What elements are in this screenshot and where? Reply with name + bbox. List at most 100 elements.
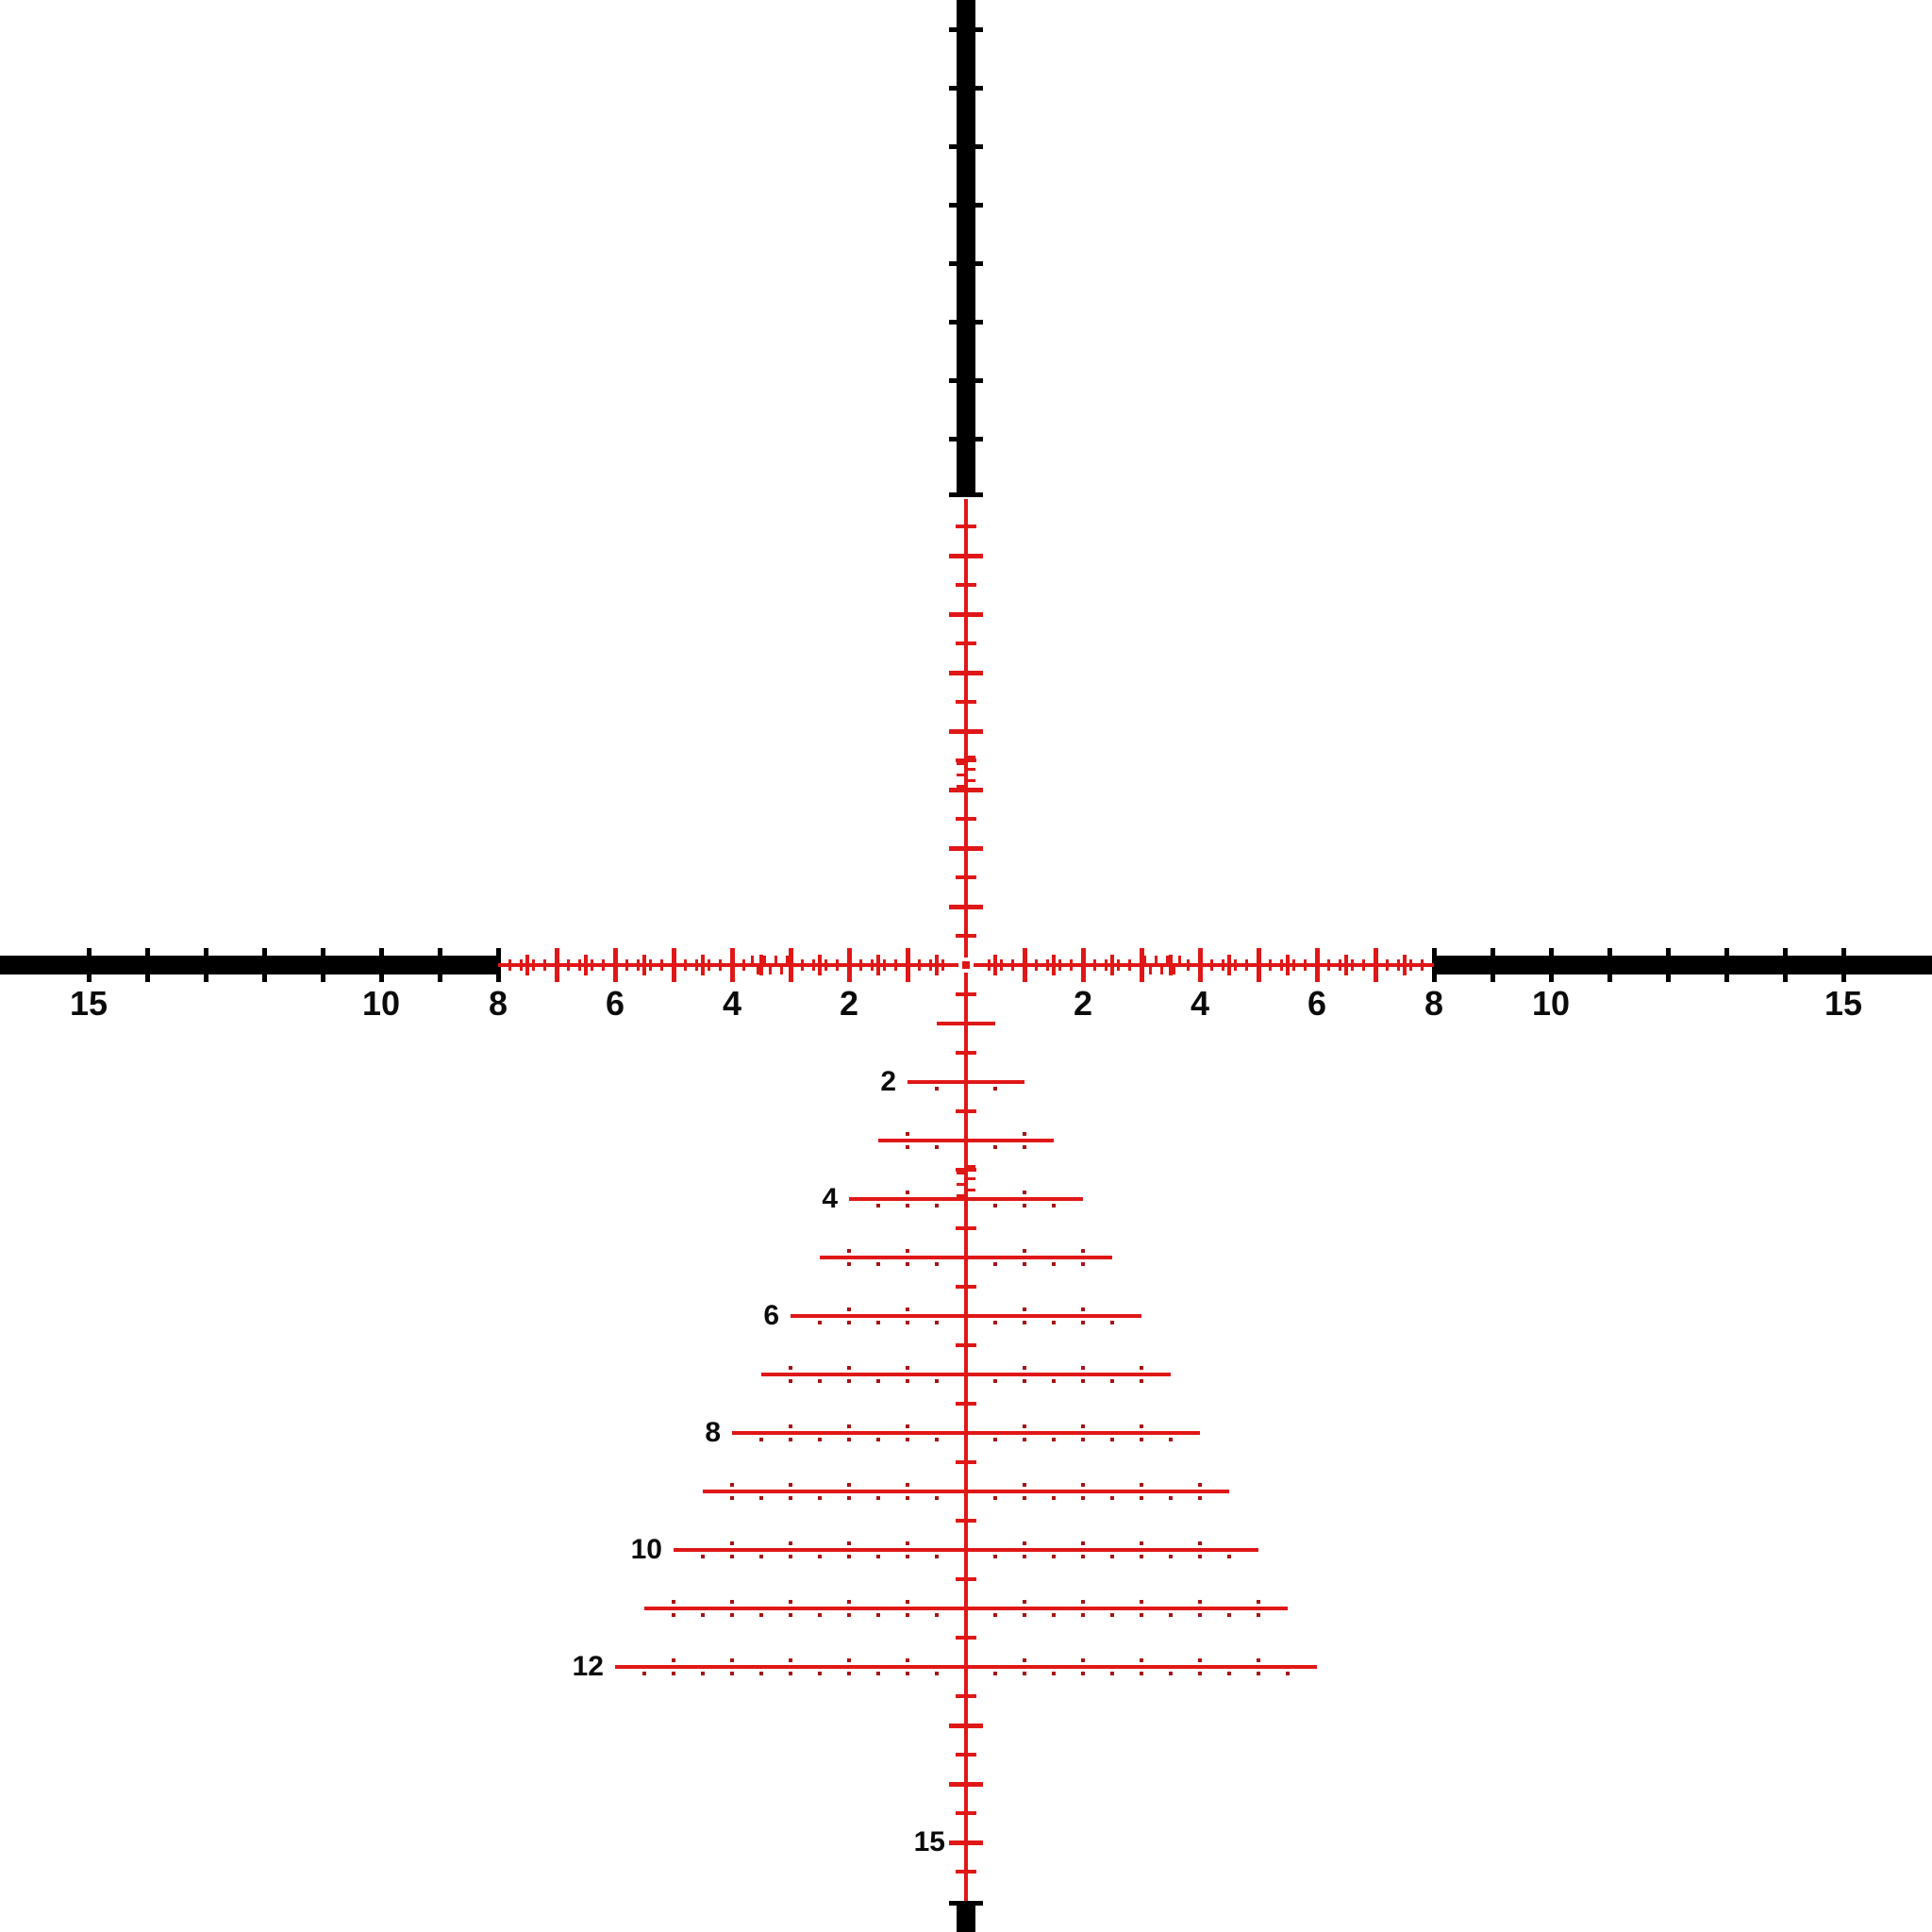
tree-dot-pair-12: [847, 1672, 851, 1675]
post-top-tick-13: [949, 202, 983, 208]
tree-dot-12: [876, 1672, 880, 1675]
h-tick-small-left-5.2: [660, 959, 664, 971]
post-left-tick-9: [437, 948, 442, 982]
h-tick-small-right-1.8: [1070, 959, 1074, 971]
tree-dot-pair-10: [1140, 1541, 1143, 1545]
tree-dot-11: [1110, 1613, 1114, 1617]
h-tick-small-right-4.6: [1233, 959, 1237, 971]
tree-dot-pair-10: [1023, 1541, 1026, 1545]
post-left-tick-10: [378, 948, 384, 982]
tree-dot-7: [1110, 1379, 1114, 1383]
h-tick-fine-left-3.45: [762, 956, 766, 965]
h-tick-tall-right-6: [1314, 948, 1320, 982]
post-right: [1434, 956, 1932, 974]
axis-label-left-10: 10: [361, 984, 401, 1023]
h-tick-fine-left-3.25: [774, 956, 777, 965]
tree-dot-12: [1169, 1672, 1173, 1675]
h-tick-medium-left-2.5: [818, 955, 822, 975]
tree-dot-8: [1110, 1438, 1114, 1441]
h-tick-small-right-3.8: [1187, 959, 1191, 971]
tree-dot-9: [1110, 1496, 1114, 1500]
h-tick-fine-left-3.55: [757, 965, 760, 974]
tree-dot-pair-12: [1140, 1672, 1143, 1675]
tree-dot-pair-9: [789, 1496, 792, 1500]
tree-dot-8: [1052, 1438, 1056, 1441]
tree-dot-pair-5: [906, 1249, 909, 1253]
tree-dot-pair-10: [789, 1555, 792, 1558]
h-tick-medium-right-3.5: [1169, 955, 1173, 975]
v-down-tick-medium-10.5: [956, 1577, 976, 1581]
tree-dot-pair-3: [1023, 1132, 1026, 1136]
tree-dot-pair-9: [1140, 1483, 1143, 1487]
tree-line-9: [703, 1490, 1229, 1493]
tree-dot-pair-7: [847, 1379, 851, 1383]
tree-dot-pair-7: [1023, 1366, 1026, 1370]
tree-dot-11: [935, 1613, 939, 1617]
tree-dot-pair-9: [847, 1496, 851, 1500]
h-tick-tall-left-1: [905, 948, 910, 982]
v-down-tick-medium-0.5: [956, 992, 976, 996]
h-tick-fine-left-3.15: [780, 965, 784, 974]
tree-dot-pair-7: [1081, 1379, 1085, 1383]
tree-dot-pair-12: [1257, 1658, 1260, 1662]
tree-dot-pair-9: [847, 1483, 851, 1487]
tree-dot-pair-12: [906, 1658, 909, 1662]
h-tick-small-left-4.2: [719, 959, 723, 971]
h-tick-medium-right-1.5: [1052, 955, 1056, 975]
v-up-tick-medium-2.5: [956, 817, 976, 821]
h-tick-tall-left-7: [554, 948, 559, 982]
post-left-tick-15: [86, 948, 92, 982]
v-up-tick-medium-0.5: [956, 934, 976, 938]
h-tick-small-right-2.6: [1116, 959, 1120, 971]
tree-line-10: [674, 1548, 1258, 1552]
h-tick-small-right-7.2: [1385, 959, 1389, 971]
tree-dot-pair-4: [1023, 1204, 1026, 1208]
tree-dot-pair-12: [730, 1658, 734, 1662]
h-tick-tall-right-4: [1197, 948, 1203, 982]
tree-dot-pair-9: [906, 1496, 909, 1500]
h-tick-small-right-7.6: [1408, 959, 1412, 971]
axis-label-left-4: 4: [722, 984, 742, 1023]
tree-dot-pair-9: [1198, 1496, 1202, 1500]
h-tick-fine-left-3.05: [786, 956, 790, 965]
h-tick-small-left-0.6: [929, 959, 933, 971]
tree-dot-10: [993, 1555, 997, 1558]
v-up-tick-tall-4: [949, 728, 983, 734]
v-down-tick-medium-1.5: [956, 1051, 976, 1055]
tree-dot-11: [818, 1613, 822, 1617]
tree-dot-pair-7: [906, 1366, 909, 1370]
h-tick-medium-right-6.5: [1344, 955, 1348, 975]
v-up-tick-tall-6: [949, 611, 983, 617]
axis-label-right-2: 2: [1073, 984, 1093, 1023]
crosshair-left-line: [498, 963, 958, 967]
tree-dot-pair-5: [847, 1249, 851, 1253]
tree-dot-8: [1169, 1438, 1173, 1441]
tree-dot-pair-10: [730, 1555, 734, 1558]
h-tick-small-left-5.8: [625, 959, 628, 971]
tree-dot-pair-10: [1081, 1555, 1085, 1558]
post-bottom-end-tick: [949, 1901, 983, 1906]
tree-dot-pair-8: [847, 1438, 851, 1441]
tree-line-7: [761, 1373, 1171, 1376]
v-down-tick-medium-15.5: [956, 1870, 976, 1874]
tree-label-6: 6: [763, 1300, 779, 1331]
tree-dot-pair-10: [906, 1555, 909, 1558]
tree-dot-pair-9: [906, 1483, 909, 1487]
tree-dot-pair-3: [906, 1132, 909, 1136]
tree-dot-pair-12: [789, 1672, 792, 1675]
tree-dot-pair-9: [1198, 1483, 1202, 1487]
tree-dot-10: [1110, 1555, 1114, 1558]
h-tick-small-right-6.4: [1339, 959, 1342, 971]
tree-dot-6: [1110, 1321, 1114, 1324]
h-tick-medium-left-0.5: [935, 955, 939, 975]
tree-dot-10: [1227, 1555, 1231, 1558]
h-tick-tall-left-3: [788, 948, 793, 982]
tree-line-4: [849, 1197, 1083, 1201]
v-down-tick-medium-6.5: [956, 1343, 976, 1347]
tree-dot-pair-11: [1257, 1600, 1260, 1604]
post-top-tick-16: [949, 26, 983, 32]
v-down-tick-medium-7.5: [956, 1402, 976, 1406]
v-down-tick-fine-3.45: [966, 1165, 975, 1169]
crosshair-top-line: [964, 499, 968, 958]
tree-line-2: [908, 1080, 1024, 1084]
